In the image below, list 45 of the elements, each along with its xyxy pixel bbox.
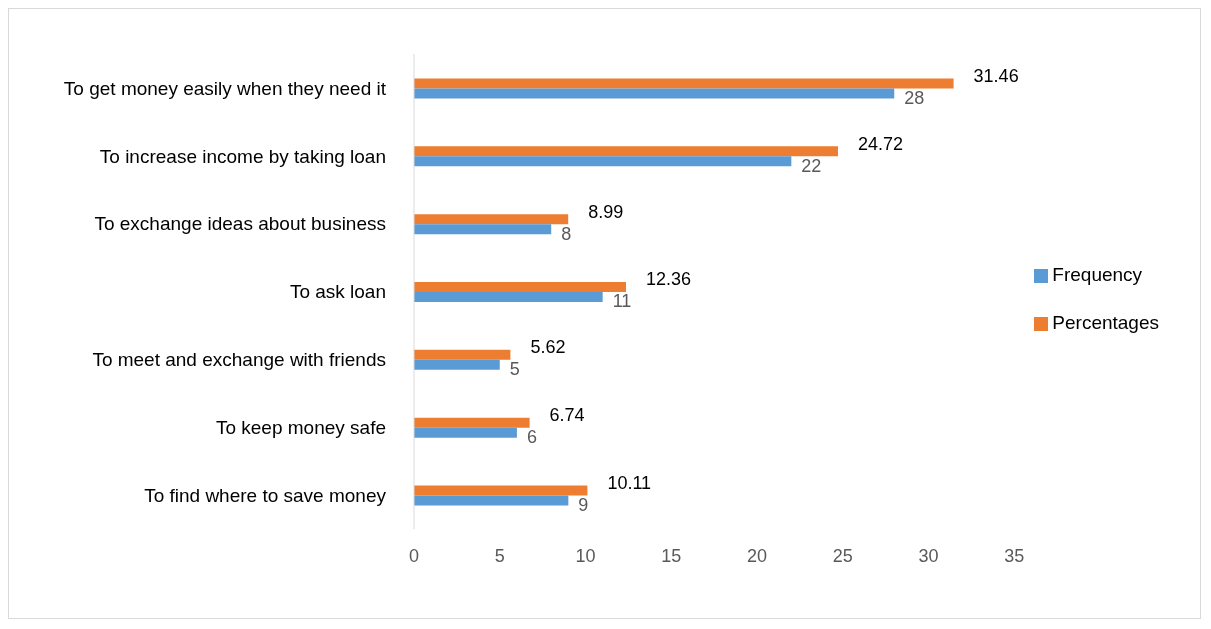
x-tick-label: 20 <box>747 545 768 566</box>
data-label: 5.62 <box>530 337 566 358</box>
x-tick-label: 15 <box>661 545 682 566</box>
y-tick-label: To exchange ideas about business <box>94 213 386 235</box>
bar <box>414 88 895 99</box>
y-tick-label: To keep money safe <box>215 416 386 438</box>
bar <box>414 146 838 157</box>
data-label: 22 <box>801 155 822 176</box>
data-label: 6 <box>526 427 537 448</box>
x-tick-label: 35 <box>1004 545 1025 566</box>
data-label: 24.72 <box>857 133 904 154</box>
data-label: 8.99 <box>588 201 624 222</box>
bar <box>414 495 569 506</box>
bar <box>414 292 603 302</box>
data-label: 10.11 <box>607 472 652 493</box>
x-tick-label: 25 <box>832 545 853 566</box>
y-tick-label: To ask loan <box>289 281 386 303</box>
bar <box>414 214 569 225</box>
bar <box>414 417 530 428</box>
data-label: 12.36 <box>646 269 692 290</box>
x-tick-label: 5 <box>494 545 505 566</box>
data-label: 11 <box>612 291 632 312</box>
data-label: 6.74 <box>549 405 585 426</box>
x-tick-label: 10 <box>575 545 596 566</box>
y-tick-label: To increase income by taking loan <box>99 145 386 167</box>
bar <box>414 224 552 235</box>
data-label: 28 <box>904 87 925 108</box>
bar <box>414 282 626 292</box>
bar <box>414 359 500 370</box>
bar <box>414 427 517 438</box>
bar <box>414 349 511 360</box>
data-label: 5 <box>509 359 520 380</box>
y-tick-label: To get money easily when they need it <box>63 77 387 99</box>
data-label: 9 <box>578 494 589 515</box>
y-tick-label: To find where to save money <box>144 484 387 506</box>
legend-label: Percentages <box>1052 312 1159 333</box>
bar <box>414 485 588 496</box>
data-label: 31.46 <box>973 65 1019 86</box>
x-tick-label: 30 <box>918 545 939 566</box>
x-tick-label: 0 <box>408 545 420 566</box>
legend-label: Frequency <box>1052 264 1143 285</box>
bar <box>414 156 792 167</box>
bar <box>414 78 954 89</box>
data-label: 8 <box>561 223 572 244</box>
y-tick-label: To meet and exchange with friends <box>92 349 386 371</box>
